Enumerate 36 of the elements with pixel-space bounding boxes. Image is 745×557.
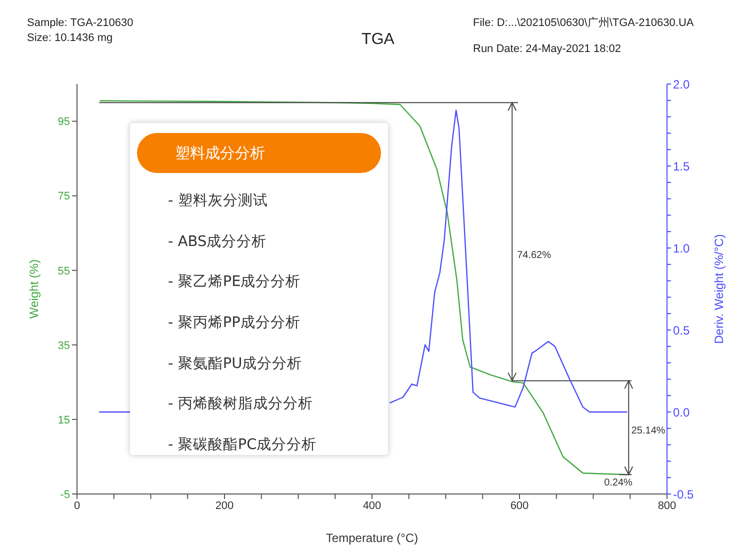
y-tick-label: 35 [58, 340, 70, 352]
y-axis-title: Weight (%) [27, 259, 41, 319]
x-tick-label: 200 [215, 500, 234, 512]
y2-tick-label: 0.0 [673, 405, 690, 420]
text: Sample: TGA-210630 [27, 17, 134, 29]
y-tick-label: 75 [58, 190, 70, 203]
x-axis-title: Temperature (°C) [326, 531, 418, 545]
y-tick-label: -5 [60, 488, 70, 501]
annotation: - 塑料灰分测试 [167, 192, 269, 211]
annotation: 0.24% [604, 477, 633, 488]
annotation: - ABS成分分析 [167, 232, 268, 252]
annotation: - 聚乙烯PE成分分析 [167, 273, 302, 292]
y2-tick-label: 0.5 [673, 323, 690, 338]
annotation: 25.14% [631, 425, 666, 436]
x-tick-label: 0 [74, 500, 80, 512]
y-tick-label: 55 [58, 265, 70, 278]
annotation: 塑料成分分析 [137, 133, 381, 173]
x-tick-label: 400 [362, 500, 382, 512]
y-tick-label: 15 [58, 414, 70, 426]
text: File: D:...\202105\0630\广州\TGA-210630.UA [473, 16, 694, 29]
text: Run Date: 24-May-2021 18:02 [473, 43, 621, 55]
annotation: 74.62% [517, 250, 552, 262]
x-tick-label: 800 [658, 500, 676, 512]
annotation: - 聚碳酸酯PC成分分析 [167, 436, 318, 456]
annotation: - 聚氨酯PU成分分析 [167, 354, 304, 374]
chart-title: TGA [362, 31, 395, 48]
y-tick-label: 95 [58, 116, 70, 128]
y2-tick-label: -0.5 [673, 487, 694, 502]
y2-axis-title: Deriv. Weight (%/°C) [712, 234, 726, 344]
annotation: - 丙烯酸树脂成分分析 [167, 395, 314, 414]
y2-tick-label: 1.0 [673, 241, 690, 256]
y2-tick-label: 2.0 [673, 77, 690, 92]
y2-tick-label: 1.5 [673, 159, 690, 174]
annotation: - 聚丙烯PP成分分析 [167, 314, 302, 334]
text: Size: 10.1436 mg [27, 32, 113, 44]
x-tick-label: 600 [510, 500, 529, 512]
